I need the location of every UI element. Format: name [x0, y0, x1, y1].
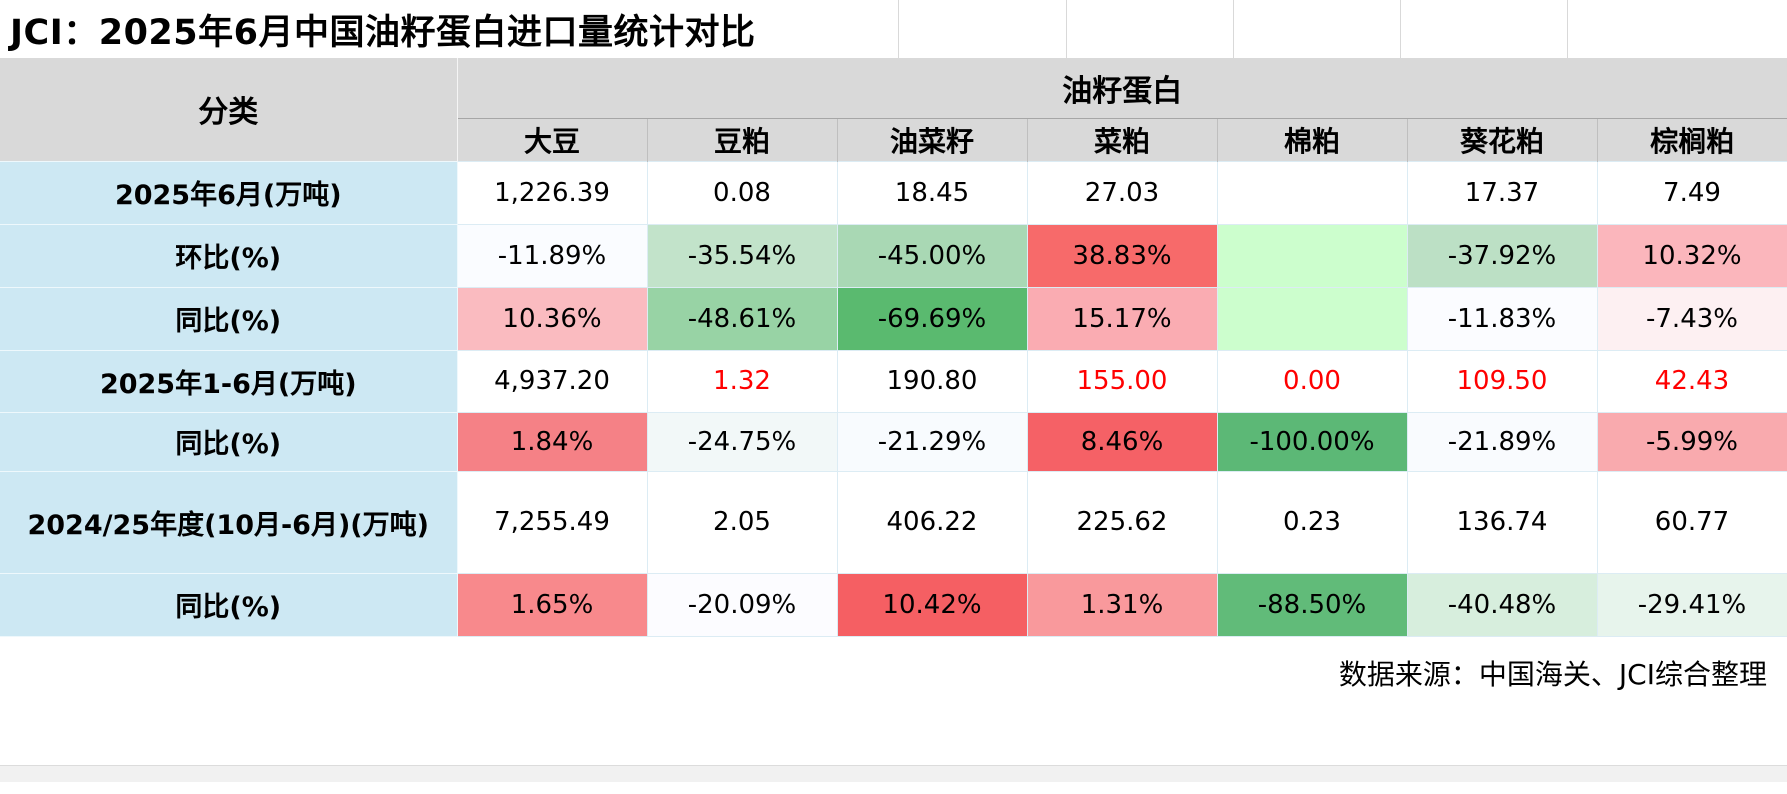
cell: 0.08 [646, 160, 838, 225]
cell: -40.48% [1406, 572, 1598, 637]
cell: 27.03 [1026, 160, 1218, 225]
gridline [898, 0, 899, 58]
cell: 18.45 [836, 160, 1028, 225]
row-label: 同比(%) [0, 572, 458, 637]
table-row: 同比(%) 1.84% -24.75% -21.29% 8.46% -100.0… [0, 411, 1787, 472]
cell [1216, 286, 1408, 351]
cell: 1.84% [456, 411, 648, 472]
cell: 155.00 [1026, 349, 1218, 413]
data-source-text: 数据来源：中国海关、JCI综合整理 [1338, 657, 1767, 691]
cell: 15.17% [1026, 286, 1218, 351]
cell: -21.29% [836, 411, 1028, 472]
row-label: 2025年1-6月(万吨) [0, 349, 458, 413]
cell: -21.89% [1406, 411, 1598, 472]
cell: -100.00% [1216, 411, 1408, 472]
row-label: 2025年6月(万吨) [0, 160, 458, 225]
cell: 7,255.49 [456, 470, 648, 574]
cell: -5.99% [1596, 411, 1787, 472]
cell: 8.46% [1026, 411, 1218, 472]
cell: 38.83% [1026, 223, 1218, 288]
cell: 60.77 [1596, 470, 1787, 574]
footer: 数据来源：中国海关、JCI综合整理 [0, 636, 1787, 765]
cell: 1.32 [646, 349, 838, 413]
row-label: 同比(%) [0, 411, 458, 472]
cell: 0.23 [1216, 470, 1408, 574]
column-header-rapemeal: 菜粕 [1026, 118, 1217, 161]
cell: 10.42% [836, 572, 1028, 637]
cell: 0.00 [1216, 349, 1408, 413]
cell: 406.22 [836, 470, 1028, 574]
cell: 10.36% [456, 286, 648, 351]
gridline [1567, 0, 1568, 58]
cell: 109.50 [1406, 349, 1598, 413]
cell: -35.54% [646, 223, 838, 288]
page-title: JCI：2025年6月中国油籽蛋白进口量统计对比 [10, 12, 756, 53]
cell: 10.32% [1596, 223, 1787, 288]
column-header-soymeal: 豆粕 [646, 118, 837, 161]
cell: -45.00% [836, 223, 1028, 288]
cell: -24.75% [646, 411, 838, 472]
cell: -37.92% [1406, 223, 1598, 288]
cell: -48.61% [646, 286, 838, 351]
cell: 136.74 [1406, 470, 1598, 574]
cell: -7.43% [1596, 286, 1787, 351]
cell: 1,226.39 [456, 160, 648, 225]
title-bar: JCI：2025年6月中国油籽蛋白进口量统计对比 [0, 0, 1787, 58]
table-row: 2024/25年度(10月-6月)(万吨) 7,255.49 2.05 406.… [0, 470, 1787, 574]
row-label: 环比(%) [0, 223, 458, 288]
gridline [1066, 0, 1067, 58]
cell: -29.41% [1596, 572, 1787, 637]
column-header-soybean: 大豆 [456, 118, 647, 161]
cell: -11.89% [456, 223, 648, 288]
column-header-rapeseed: 油菜籽 [836, 118, 1027, 161]
imports-table: 分类 油籽蛋白 大豆 豆粕 油菜籽 菜粕 棉粕 葵花粕 棕榈粕 2025年6月(… [0, 58, 1787, 637]
table-row: 同比(%) 1.65% -20.09% 10.42% 1.31% -88.50%… [0, 572, 1787, 637]
table-row: 同比(%) 10.36% -48.61% -69.69% 15.17% -11.… [0, 286, 1787, 351]
gridline [1233, 0, 1234, 58]
cell: 2.05 [646, 470, 838, 574]
cell: 190.80 [836, 349, 1028, 413]
table-row: 环比(%) -11.89% -35.54% -45.00% 38.83% -37… [0, 223, 1787, 288]
column-header-cottonmeal: 棉粕 [1216, 118, 1407, 161]
cell: 7.49 [1596, 160, 1787, 225]
cell: -11.83% [1406, 286, 1598, 351]
cell: 1.65% [456, 572, 648, 637]
bottom-strip [0, 764, 1787, 782]
cell: -20.09% [646, 572, 838, 637]
cell: 42.43 [1596, 349, 1787, 413]
cell [1216, 160, 1408, 225]
gridline [1400, 0, 1401, 58]
column-header-sunflowermeal: 葵花粕 [1406, 118, 1597, 161]
row-label: 2024/25年度(10月-6月)(万吨) [0, 470, 458, 574]
cell [1216, 223, 1408, 288]
category-header: 分类 [0, 58, 458, 161]
group-header: 油籽蛋白 [457, 58, 1787, 119]
column-header-palmmeal: 棕榈粕 [1596, 118, 1787, 161]
cell: 4,937.20 [456, 349, 648, 413]
table-row: 2025年6月(万吨) 1,226.39 0.08 18.45 27.03 17… [0, 160, 1787, 225]
table-row: 2025年1-6月(万吨) 4,937.20 1.32 190.80 155.0… [0, 349, 1787, 413]
cell: -88.50% [1216, 572, 1408, 637]
cell: -69.69% [836, 286, 1028, 351]
cell: 1.31% [1026, 572, 1218, 637]
cell: 17.37 [1406, 160, 1598, 225]
cell: 225.62 [1026, 470, 1218, 574]
row-label: 同比(%) [0, 286, 458, 351]
